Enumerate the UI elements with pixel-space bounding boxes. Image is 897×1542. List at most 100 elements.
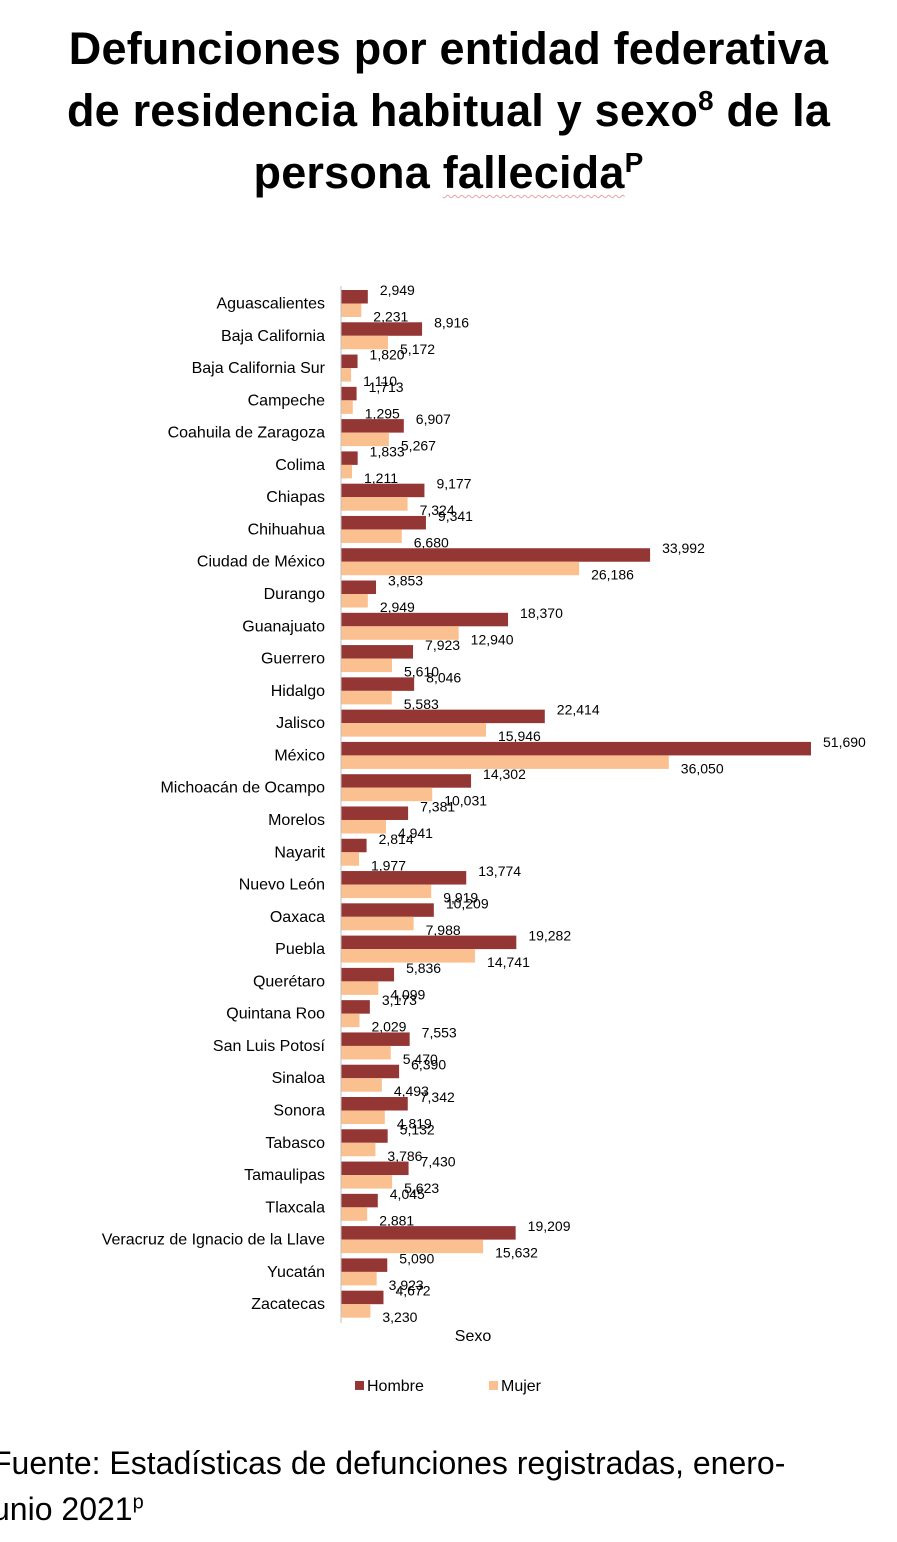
bar-hombre-aguascalientes xyxy=(341,290,368,304)
category-label-nuevo-leon: Nuevo León xyxy=(239,877,325,894)
category-label-san-luis-potosi: San Luis Potosí xyxy=(213,1038,326,1055)
bars-group: Aguascalientes 2,949 2,231 Baja California 8… xyxy=(102,282,866,1325)
bar-mujer-sinaloa xyxy=(341,1078,382,1092)
bar-hombre-colima xyxy=(341,451,358,465)
value-label-mujer-tamaulipas: 5,623 xyxy=(404,1180,439,1196)
value-label-mujer-guerrero: 5,610 xyxy=(404,664,439,680)
bar-hombre-chiapas xyxy=(341,483,425,498)
bar-hombre-guanajuato xyxy=(341,612,509,627)
category-label-colima: Colima xyxy=(275,457,325,474)
bar-hombre-queretaro xyxy=(341,967,395,982)
value-label-mujer-durango: 2,949 xyxy=(380,599,415,615)
bar-hombre-puebla xyxy=(341,935,517,950)
bar-hombre-san-luis-potosi xyxy=(341,1032,410,1046)
legend-swatch-hombre xyxy=(355,1380,364,1390)
legend-swatch-mujer xyxy=(489,1380,498,1390)
bar-hombre-mexico xyxy=(341,741,811,756)
value-label-hombre-chihuahua: 9,341 xyxy=(438,508,473,524)
bar-hombre-chihuahua xyxy=(341,515,426,530)
value-label-hombre-michoacan-de-ocampo: 14,302 xyxy=(483,766,526,782)
bar-mujer-durango xyxy=(341,594,368,608)
value-label-mujer-mexico: 36,050 xyxy=(681,760,724,776)
category-label-chihuahua: Chihuahua xyxy=(248,521,326,538)
bar-mujer-oaxaca xyxy=(341,916,414,931)
category-label-baja-california-sur: Baja California Sur xyxy=(192,360,326,377)
title-line-2-text: de residencia habitual y sexo xyxy=(66,85,699,136)
bar-hombre-tabasco xyxy=(341,1129,388,1143)
title-line-3-text: persona xyxy=(253,147,443,198)
bar-hombre-nuevo-leon xyxy=(341,871,467,885)
category-label-sonora: Sonora xyxy=(273,1103,325,1120)
category-label-sinaloa: Sinaloa xyxy=(272,1070,325,1087)
value-label-hombre-veracruz-de-ignacio-de-la-llave: 19,209 xyxy=(528,1218,571,1234)
value-label-hombre-sonora: 7,342 xyxy=(420,1089,455,1105)
bar-hombre-jalisco xyxy=(341,709,545,724)
value-label-hombre-baja-california-sur: 1,820 xyxy=(370,347,405,363)
bar-hombre-hidalgo xyxy=(341,677,415,691)
bar-mujer-queretaro xyxy=(341,981,379,995)
value-label-hombre-hidalgo: 8,046 xyxy=(426,669,461,685)
value-label-hombre-sinaloa: 6,390 xyxy=(411,1057,446,1073)
value-label-hombre-campeche: 1,713 xyxy=(369,379,404,395)
category-label-aguascalientes: Aguascalientes xyxy=(216,296,325,313)
title-footnote-8: 8 xyxy=(698,85,714,116)
bar-mujer-zacatecas xyxy=(341,1304,371,1318)
category-label-guanajuato: Guanajuato xyxy=(242,618,325,635)
value-label-mujer-jalisco: 15,946 xyxy=(498,728,541,744)
value-label-hombre-quintana-roo: 3,173 xyxy=(382,992,417,1008)
title-line-3-underlined: fallecida xyxy=(442,147,625,198)
title-line-2: de residencia habitual y sexo8 de la xyxy=(0,80,897,142)
value-label-mujer-tlaxcala: 2,881 xyxy=(379,1212,414,1228)
title-line-3: persona fallecidaP xyxy=(0,142,897,204)
category-label-zacatecas: Zacatecas xyxy=(251,1296,325,1313)
value-label-mujer-puebla: 14,741 xyxy=(487,954,530,970)
value-label-hombre-tlaxcala: 4,045 xyxy=(390,1186,425,1202)
value-label-hombre-yucatan: 5,090 xyxy=(399,1250,434,1266)
bar-mujer-colima xyxy=(341,464,353,479)
bar-mujer-guanajuato xyxy=(341,626,459,640)
value-label-hombre-mexico: 51,690 xyxy=(823,734,866,750)
bar-mujer-campeche xyxy=(341,400,353,414)
category-label-puebla: Puebla xyxy=(275,941,325,958)
chart-title: Defunciones por entidad federativa de re… xyxy=(0,18,897,204)
title-line-1-text: Defunciones por entidad federativa xyxy=(68,23,829,74)
bar-hombre-durango xyxy=(341,580,377,595)
category-label-yucatan: Yucatán xyxy=(267,1264,325,1281)
value-label-mujer-sonora: 4,819 xyxy=(397,1116,432,1132)
bar-mujer-san-luis-potosi xyxy=(341,1045,391,1060)
value-label-hombre-chiapas: 9,177 xyxy=(436,476,471,492)
category-label-queretaro: Querétaro xyxy=(253,973,325,990)
source-line-2: unio 2021p xyxy=(0,1486,897,1532)
bar-hombre-veracruz-de-ignacio-de-la-llave xyxy=(341,1226,516,1240)
value-label-hombre-guerrero: 7,923 xyxy=(425,637,460,653)
bar-hombre-michoacan-de-ocampo xyxy=(341,774,472,788)
bar-hombre-guerrero xyxy=(341,645,414,659)
bar-mujer-veracruz-de-ignacio-de-la-llave xyxy=(341,1239,484,1254)
legend-label-mujer: Mujer xyxy=(501,1378,542,1395)
category-label-quintana-roo: Quintana Roo xyxy=(226,1006,325,1023)
bar-mujer-tabasco xyxy=(341,1142,376,1157)
value-label-mujer-yucatan: 3,923 xyxy=(389,1277,424,1293)
value-label-mujer-colima: 1,211 xyxy=(364,470,398,486)
value-label-mujer-chihuahua: 6,680 xyxy=(414,534,449,550)
value-label-mujer-michoacan-de-ocampo: 10,031 xyxy=(444,793,487,809)
bar-mujer-quintana-roo xyxy=(341,1013,360,1028)
value-label-mujer-sinaloa: 4,493 xyxy=(394,1083,429,1099)
bar-mujer-ciudad-de-mexico xyxy=(341,561,580,576)
value-label-mujer-baja-california: 5,172 xyxy=(400,341,435,357)
value-label-hombre-baja-california: 8,916 xyxy=(434,314,469,330)
value-label-hombre-colima: 1,833 xyxy=(370,443,405,459)
bar-hombre-zacatecas xyxy=(341,1290,384,1305)
value-label-hombre-durango: 3,853 xyxy=(388,573,423,589)
bar-mujer-baja-california xyxy=(341,335,389,350)
value-label-hombre-queretaro: 5,836 xyxy=(406,960,441,976)
bar-mujer-tamaulipas xyxy=(341,1175,393,1189)
bar-hombre-baja-california xyxy=(341,322,423,336)
bar-hombre-campeche xyxy=(341,386,357,401)
category-label-tamaulipas: Tamaulipas xyxy=(244,1167,325,1184)
bar-mujer-coahuila-de-zaragoza xyxy=(341,432,389,447)
value-label-mujer-aguascalientes: 2,231 xyxy=(373,309,408,325)
bar-mujer-michoacan-de-ocampo xyxy=(341,787,433,802)
title-line-1: Defunciones por entidad federativa xyxy=(0,18,897,80)
category-label-guerrero: Guerrero xyxy=(261,651,325,668)
